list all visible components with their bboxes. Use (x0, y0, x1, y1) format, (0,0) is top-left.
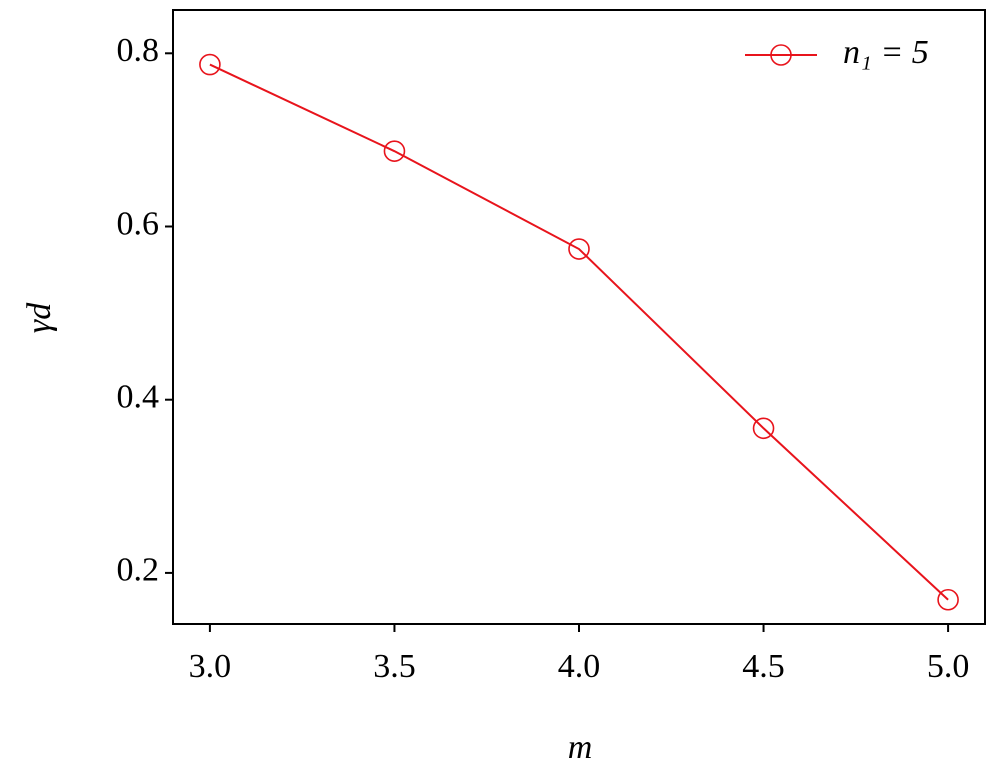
y-tick-label: 0.6 (117, 205, 160, 242)
point-marker (199, 53, 221, 76)
y-tick-label: 0.4 (117, 379, 160, 416)
x-tick-label: 4.0 (558, 648, 601, 685)
y-tick-label: 0.2 (117, 552, 160, 589)
x-tick-label: 3.0 (189, 648, 232, 685)
y-tick-label: 0.8 (117, 32, 160, 69)
x-axis-label: m (568, 729, 593, 766)
point-marker (752, 417, 775, 440)
point-marker (937, 588, 959, 611)
legend-marker (770, 44, 792, 66)
legend-label: n₁ = 5 (843, 34, 929, 71)
series-line (209, 63, 949, 601)
y-axis-label: γd (21, 302, 58, 333)
point-marker (383, 140, 406, 162)
x-tick-label: 3.5 (373, 648, 416, 685)
x-tick-label: 4.5 (742, 648, 785, 685)
point-marker (568, 238, 590, 260)
x-tick-label: 5.0 (927, 648, 970, 685)
plot-frame (172, 9, 986, 625)
